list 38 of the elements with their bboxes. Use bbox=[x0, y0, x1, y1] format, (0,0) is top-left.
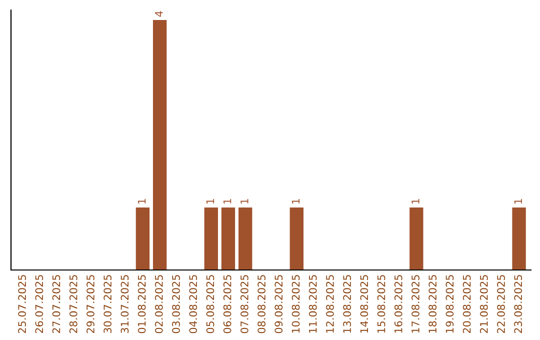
x-tick-label: 29.07.2025 bbox=[86, 275, 94, 334]
x-tick-label: 22.08.2025 bbox=[497, 275, 505, 334]
x-tick-label: 23.08.2025 bbox=[514, 275, 522, 334]
data-label: 1 bbox=[292, 199, 300, 204]
x-tick-label: 27.07.2025 bbox=[52, 275, 60, 334]
x-tick-label: 07.08.2025 bbox=[240, 275, 248, 334]
x-tick-label: 25.07.2025 bbox=[18, 275, 26, 334]
x-tick-label: 30.07.2025 bbox=[104, 275, 112, 334]
data-label: 1 bbox=[514, 199, 522, 204]
x-tick-label: 21.08.2025 bbox=[480, 275, 488, 334]
x-tick-label: 06.08.2025 bbox=[223, 275, 232, 334]
data-label: 1 bbox=[138, 199, 146, 204]
x-tick-label: 09.08.2025 bbox=[274, 275, 283, 334]
data-label: 1 bbox=[240, 199, 248, 204]
x-tick-label: 14.08.2025 bbox=[360, 275, 368, 333]
x-tick-label: 01.08.2025 bbox=[138, 275, 146, 334]
x-tick-label: 16.08.2025 bbox=[394, 275, 402, 333]
x-tick-label: 15.08.2025 bbox=[377, 275, 386, 333]
x-tick-label: 28.07.2025 bbox=[69, 275, 78, 334]
x-tick-label: 31.07.2025 bbox=[120, 275, 129, 334]
data-label: 1 bbox=[206, 199, 214, 204]
data-label: 1 bbox=[412, 199, 420, 204]
x-tick-label: 04.08.2025 bbox=[189, 275, 198, 334]
x-tick-label: 20.08.2025 bbox=[462, 275, 471, 334]
x-tick-label: 18.08.2025 bbox=[428, 275, 437, 333]
data-label: 1 bbox=[224, 199, 232, 204]
x-tick-label: 10.08.2025 bbox=[292, 275, 300, 333]
x-tick-label: 19.08.2025 bbox=[446, 275, 454, 333]
x-tick-label: 08.08.2025 bbox=[258, 275, 266, 334]
x-tick-label: 03.08.2025 bbox=[172, 275, 180, 334]
x-tick-label: 11.08.2025 bbox=[308, 275, 317, 333]
x-tick-label: 12.08.2025 bbox=[326, 275, 334, 333]
x-tick-label: 02.08.2025 bbox=[154, 275, 163, 334]
x-tick-label: 05.08.2025 bbox=[206, 275, 214, 334]
x-tick-label: 26.07.2025 bbox=[35, 275, 44, 334]
x-tick-label: 17.08.2025 bbox=[412, 275, 420, 333]
x-tick-label: 13.08.2025 bbox=[343, 275, 351, 333]
data-label: 4 bbox=[155, 11, 163, 17]
